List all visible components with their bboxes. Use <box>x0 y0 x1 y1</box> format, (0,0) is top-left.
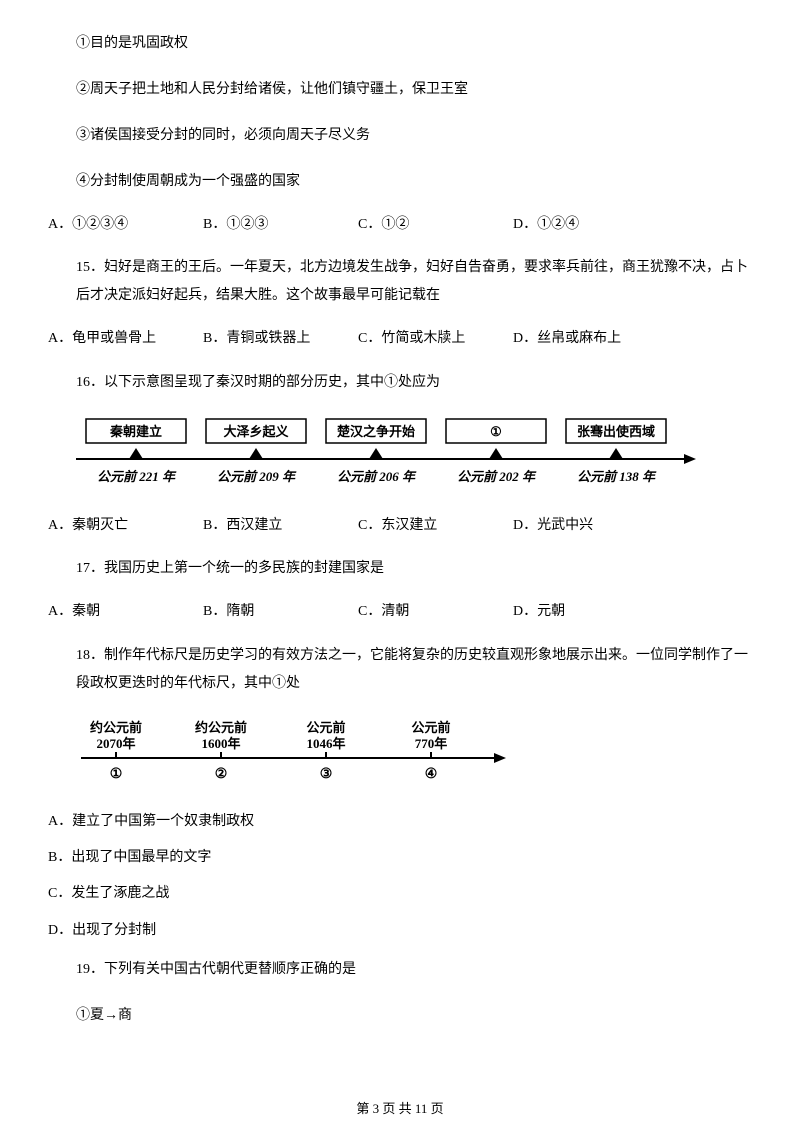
svg-text:2070年: 2070年 <box>96 736 135 751</box>
svg-text:②: ② <box>215 767 228 782</box>
statement-2: ②周天子把土地和人民分封给诸侯，让他们镇守疆土，保卫王室 <box>76 76 752 104</box>
svg-text:公元前: 公元前 <box>306 720 345 735</box>
q15-option-d: D．丝帛或麻布上 <box>513 328 668 350</box>
svg-text:公元前 209 年: 公元前 209 年 <box>217 469 297 484</box>
statement-4: ④分封制使周朝成为一个强盛的国家 <box>76 168 752 196</box>
svg-text:①: ① <box>110 767 123 782</box>
q18-option-c: C．发生了涿鹿之战 <box>48 883 752 905</box>
svg-text:④: ④ <box>425 767 438 782</box>
svg-text:770年: 770年 <box>415 736 448 751</box>
svg-text:①: ① <box>490 424 502 439</box>
q18-option-a: A．建立了中国第一个奴隶制政权 <box>48 811 752 833</box>
svg-text:约公元前: 约公元前 <box>90 720 142 735</box>
svg-text:公元前 206 年: 公元前 206 年 <box>337 469 417 484</box>
q16-option-b: B．西汉建立 <box>203 515 358 537</box>
svg-text:③: ③ <box>320 767 333 782</box>
q17-options-row: A．秦朝 B．隋朝 C．清朝 D．元朝 <box>48 601 752 623</box>
timeline-2: 约公元前2070年①约公元前1600年②公元前1046年③公元前770年④ <box>76 716 752 791</box>
q16-text: 16．以下示意图呈现了秦汉时期的部分历史，其中①处应为 <box>76 369 752 397</box>
svg-text:楚汉之争开始: 楚汉之争开始 <box>337 424 415 439</box>
q14-option-b: B．①②③ <box>203 214 358 236</box>
q17-option-c: C．清朝 <box>358 601 513 623</box>
q14-option-c: C．①② <box>358 214 513 236</box>
statement-3: ③诸侯国接受分封的同时，必须向周天子尽义务 <box>76 122 752 150</box>
q17-option-a: A．秦朝 <box>48 601 203 623</box>
statement-1: ①目的是巩固政权 <box>76 30 752 58</box>
svg-text:1046年: 1046年 <box>306 736 345 751</box>
q17-option-d: D．元朝 <box>513 601 668 623</box>
page-footer: 第 3 页 共 11 页 <box>0 1099 800 1120</box>
svg-text:公元前 138 年: 公元前 138 年 <box>577 469 657 484</box>
timeline-1: 秦朝建立公元前 221 年 大泽乡起义公元前 209 年 楚汉之争开始公元前 206… <box>76 415 752 495</box>
svg-text:1600年: 1600年 <box>201 736 240 751</box>
q16-option-c: C．东汉建立 <box>358 515 513 537</box>
q18-option-b: B．出现了中国最早的文字 <box>48 847 752 869</box>
q19-text: 19．下列有关中国古代朝代更替顺序正确的是 <box>76 956 752 984</box>
q15-option-c: C．竹简或木牍上 <box>358 328 513 350</box>
q16-option-d: D．光武中兴 <box>513 515 668 537</box>
svg-text:公元前 202 年: 公元前 202 年 <box>457 469 537 484</box>
q16-options-row: A．秦朝灭亡 B．西汉建立 C．东汉建立 D．光武中兴 <box>48 515 752 537</box>
q19-statement-1: ①夏→商 <box>76 1002 752 1030</box>
svg-text:大泽乡起义: 大泽乡起义 <box>223 424 289 439</box>
q14-option-a: A．①②③④ <box>48 214 203 236</box>
svg-text:张骞出使西域: 张骞出使西域 <box>577 424 655 439</box>
q14-options-row: A．①②③④ B．①②③ C．①② D．①②④ <box>48 214 752 236</box>
svg-text:公元前: 公元前 <box>411 720 450 735</box>
svg-text:公元前 221 年: 公元前 221 年 <box>97 469 177 484</box>
q17-text: 17．我国历史上第一个统一的多民族的封建国家是 <box>76 555 752 583</box>
q15-text: 15．妇好是商王的王后。一年夏天，北方边境发生战争，妇好自告奋勇，要求率兵前往，… <box>76 254 752 310</box>
q14-option-d: D．①②④ <box>513 214 668 236</box>
q16-option-a: A．秦朝灭亡 <box>48 515 203 537</box>
q15-option-b: B．青铜或铁器上 <box>203 328 358 350</box>
q18-option-d: D．出现了分封制 <box>48 920 752 942</box>
q18-text: 18．制作年代标尺是历史学习的有效方法之一，它能将复杂的历史较直观形象地展示出来… <box>76 642 752 698</box>
svg-text:秦朝建立: 秦朝建立 <box>109 424 162 439</box>
q17-option-b: B．隋朝 <box>203 601 358 623</box>
svg-text:约公元前: 约公元前 <box>195 720 247 735</box>
q15-options-row: A．龟甲或兽骨上 B．青铜或铁器上 C．竹简或木牍上 D．丝帛或麻布上 <box>48 328 752 350</box>
q15-option-a: A．龟甲或兽骨上 <box>48 328 203 350</box>
